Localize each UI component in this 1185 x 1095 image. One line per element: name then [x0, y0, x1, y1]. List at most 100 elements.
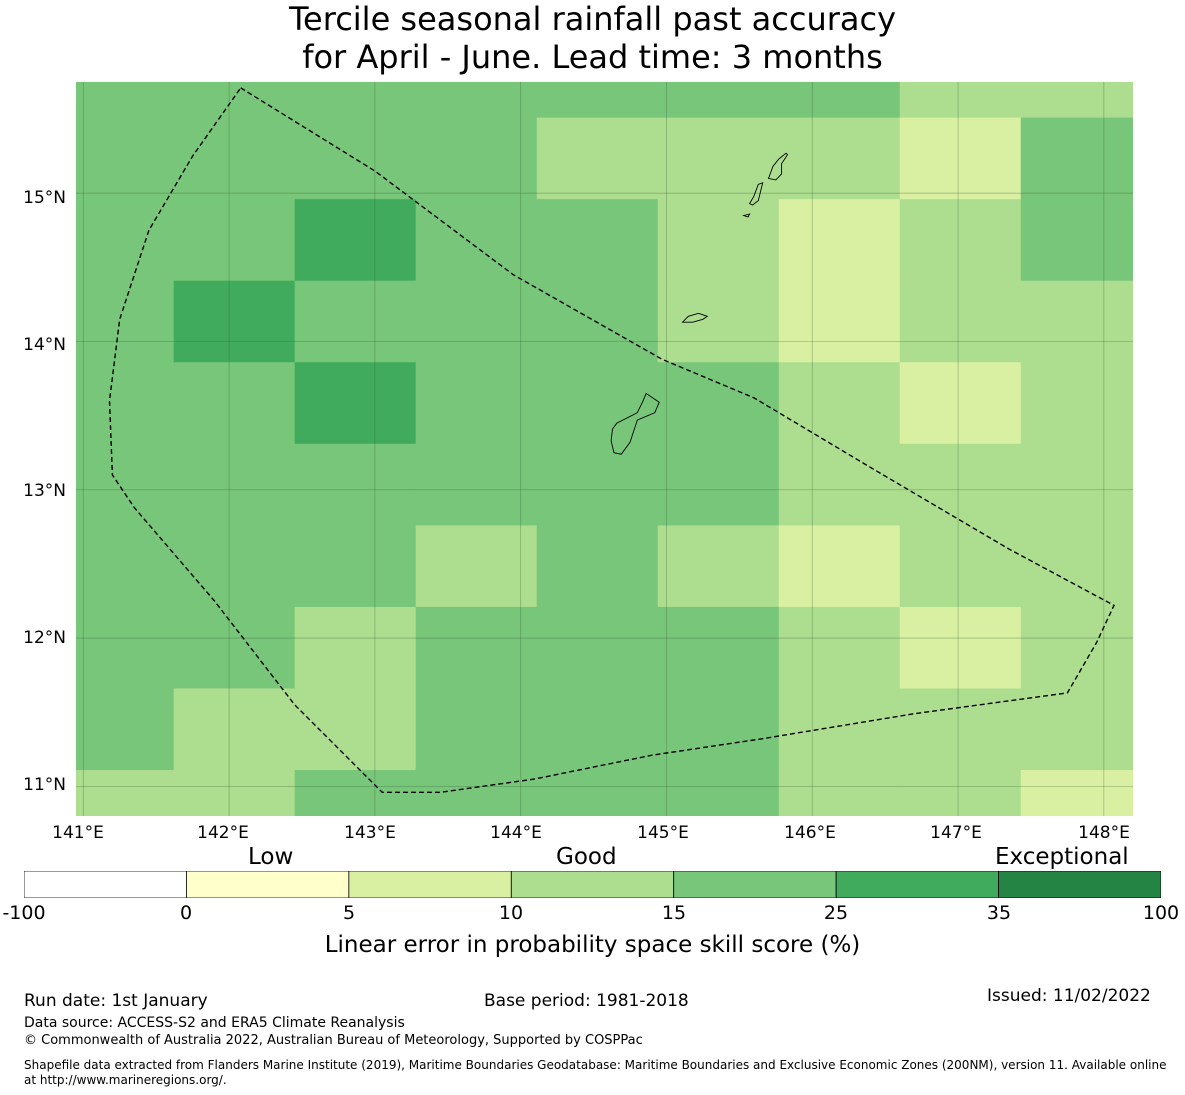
colorbar-tick-15: 15 [661, 902, 687, 924]
grid-cell [657, 443, 780, 526]
grid-cell [294, 117, 417, 200]
grid-cell [657, 280, 780, 363]
grid-cell [899, 82, 1022, 119]
colorbar-swatch [998, 871, 1161, 898]
grid-cell [294, 443, 417, 526]
grid-cell [778, 443, 901, 526]
grid-cell [778, 606, 901, 690]
issued-date: Issued: 11/02/2022 [987, 986, 1151, 1006]
grid-cell [173, 770, 296, 816]
grid-cell [1020, 688, 1133, 771]
lon-label-147e: 147°E [930, 823, 982, 843]
run-date: Run date: 1st January [24, 991, 208, 1011]
category-low: Low [248, 844, 294, 870]
grid-cell [657, 770, 780, 816]
grid-cell [778, 199, 901, 282]
grid-cell [899, 606, 1022, 690]
shapefile-credit-line-2: at http://www.marineregions.org/. [24, 1073, 227, 1087]
grid-cell [173, 199, 296, 282]
grid-cell [415, 688, 538, 771]
lat-label-15n: 15°N [23, 188, 66, 208]
grid-cell [657, 606, 780, 690]
map-canvas [76, 82, 1133, 816]
grid-cell [76, 525, 175, 608]
grid-cell [1020, 443, 1133, 526]
colorbar-swatch [24, 871, 187, 898]
grid-cell [415, 362, 538, 445]
grid-cell [1020, 117, 1133, 200]
data-source: Data source: ACCESS-S2 and ERA5 Climate … [24, 1015, 405, 1031]
grid-cell [899, 199, 1022, 282]
category-good: Good [556, 844, 617, 870]
grid-cell [657, 199, 780, 282]
grid-cell [778, 688, 901, 771]
grid-cell [778, 525, 901, 608]
grid-cell [415, 770, 538, 816]
grid-cell [536, 199, 659, 282]
grid-cell [899, 525, 1022, 608]
colorbar-tick-5: 5 [342, 902, 356, 924]
grid-cell [294, 362, 417, 445]
grid-cell [1020, 770, 1133, 816]
grid-cell [173, 688, 296, 771]
colorbar-tick-10: 10 [498, 902, 524, 924]
skill-map [76, 82, 1133, 816]
grid-cell [294, 525, 417, 608]
colorbar-tick-100: 100 [1142, 902, 1180, 924]
colorbar-label: Linear error in probability space skill … [324, 932, 861, 958]
grid-cell [778, 280, 901, 363]
grid-cell [657, 117, 780, 200]
colorbar-swatch [510, 871, 675, 898]
grid-cell [657, 82, 780, 119]
title-line-1: Tercile seasonal rainfall past accuracy [288, 0, 897, 38]
grid-cell [415, 199, 538, 282]
colorbar-tick-25: 25 [823, 902, 849, 924]
grid-cell [536, 770, 659, 816]
grid-cell [536, 688, 659, 771]
grid-cell [1020, 82, 1133, 119]
category-exceptional: Exceptional [995, 844, 1129, 870]
grid-cell [173, 443, 296, 526]
grid-cell [778, 770, 901, 816]
colorbar-swatch [835, 871, 999, 898]
grid-cell [415, 82, 538, 119]
grid-cell [76, 199, 175, 282]
colorbar [24, 871, 1161, 898]
eez-boundary [108, 87, 1115, 793]
graticule [76, 82, 1133, 816]
grid-cell [173, 117, 296, 200]
grid-cell [294, 82, 417, 119]
grid-cell [536, 362, 659, 445]
grid-cell [294, 199, 417, 282]
island-tinian [748, 182, 764, 206]
grid-cell [173, 525, 296, 608]
grid-cell [536, 443, 659, 526]
grid-cell [899, 770, 1022, 816]
grid-cell [536, 117, 659, 200]
grid-cell [76, 443, 175, 526]
grid-cell [1020, 199, 1133, 282]
grid-cell [173, 82, 296, 119]
grid-cell [899, 280, 1022, 363]
title-line-2: for April - June. Lead time: 3 months [302, 38, 883, 76]
grid-cell [536, 82, 659, 119]
colorbar-tick-minus100: -100 [2, 902, 46, 924]
grid-cell [415, 280, 538, 363]
grid-cell [76, 362, 175, 445]
grid-cell [76, 688, 175, 771]
lat-label-13n: 13°N [23, 481, 66, 501]
island-aguijan [742, 213, 751, 218]
grid-cell [76, 117, 175, 200]
colorbar-swatch [673, 871, 837, 898]
colorbar-tick-0: 0 [179, 902, 193, 924]
grid-cell [76, 82, 175, 119]
colorbar-tick-35: 35 [986, 902, 1012, 924]
lon-label-148e: 148°E [1078, 823, 1130, 843]
grid-cell [657, 362, 780, 445]
colorbar-swatch [348, 871, 512, 898]
grid-cell [657, 525, 780, 608]
grid-cell [173, 606, 296, 690]
copyright: © Commonwealth of Australia 2022, Austra… [24, 1033, 643, 1048]
grid-cell [415, 443, 538, 526]
grid-cell [899, 443, 1022, 526]
